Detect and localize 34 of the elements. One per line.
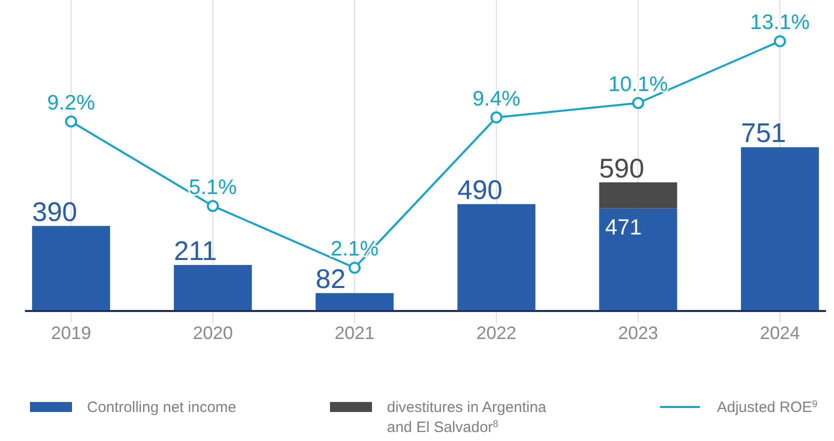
x-tick-label: 2024 bbox=[760, 323, 800, 343]
data-label: 5.1% bbox=[188, 176, 237, 199]
point bbox=[65, 116, 78, 128]
data-label: 211 bbox=[174, 236, 217, 266]
data-label: 9.2% bbox=[47, 92, 96, 115]
data-label: 10.1% bbox=[608, 72, 668, 96]
data-label: 751 bbox=[740, 118, 786, 148]
data-label: 471 bbox=[605, 214, 642, 240]
bar bbox=[740, 147, 819, 311]
x-tick-label: 2020 bbox=[192, 323, 233, 343]
point bbox=[632, 96, 644, 109]
bar bbox=[316, 293, 394, 311]
bar bbox=[599, 182, 678, 208]
legend-label: Adjusted ROE$^{9}$ bbox=[717, 398, 818, 416]
x-tick-label: 2021 bbox=[334, 323, 375, 343]
bar bbox=[32, 226, 110, 311]
legend-label: divestitures in Argentina and El Salvador$^{8}$ bbox=[387, 399, 547, 436]
bar bbox=[174, 264, 252, 311]
data-label: 13.1% bbox=[750, 11, 810, 34]
point bbox=[348, 262, 361, 274]
point bbox=[206, 200, 219, 212]
data-label: 82 bbox=[316, 264, 346, 294]
point bbox=[774, 35, 786, 48]
legend-label: Controlling net income bbox=[87, 399, 236, 416]
bar bbox=[599, 208, 678, 311]
data-label: 9.4% bbox=[472, 87, 520, 110]
data-label: 390 bbox=[32, 196, 78, 227]
point bbox=[490, 111, 502, 124]
data-label: 490 bbox=[457, 175, 502, 206]
x-tick-label: 2023 bbox=[618, 323, 658, 343]
bar bbox=[457, 204, 536, 311]
total-label: 590 bbox=[599, 153, 644, 184]
x-tick-label: 2022 bbox=[476, 323, 516, 343]
x-tick-label: 2019 bbox=[51, 323, 92, 343]
